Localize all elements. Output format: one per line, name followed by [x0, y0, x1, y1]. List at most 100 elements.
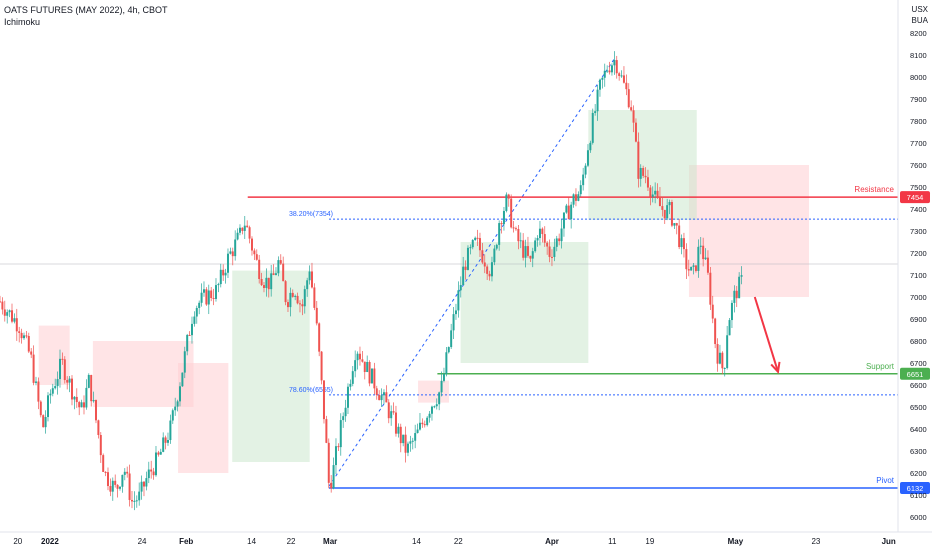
arrow-shaft — [753, 296, 779, 373]
candle-body — [562, 212, 565, 229]
candle-body — [536, 238, 539, 241]
candle-body — [164, 437, 167, 443]
candle-body — [282, 263, 285, 282]
candle-body — [222, 269, 225, 276]
candle-body — [702, 245, 705, 260]
candle-body — [622, 75, 625, 83]
candle-body — [121, 474, 124, 487]
candle-body — [140, 481, 143, 492]
candle-body — [594, 111, 597, 113]
candle-body — [104, 471, 107, 473]
candle-body — [274, 273, 277, 275]
candle-body — [670, 202, 673, 226]
candle-body — [10, 310, 13, 322]
candle-body — [454, 310, 457, 315]
candle-body — [414, 433, 417, 441]
candle-body — [651, 194, 654, 197]
candle-body — [661, 206, 664, 210]
candle-body — [111, 480, 114, 492]
candle-body — [181, 372, 184, 387]
candle-body — [402, 434, 405, 444]
x-tick-label: 2022 — [41, 537, 59, 546]
candle-body — [570, 204, 573, 220]
indicator-label[interactable]: Ichimoku — [4, 17, 41, 27]
candle-body — [486, 266, 489, 274]
candle-body — [85, 387, 88, 408]
candle-body — [20, 332, 23, 339]
y-tick-label: 8200 — [910, 29, 927, 38]
candle-body — [572, 194, 575, 205]
candle-body — [714, 318, 717, 345]
candle-body — [42, 415, 45, 428]
candle-body — [586, 150, 589, 166]
candle-body — [138, 491, 141, 501]
candle-body — [260, 279, 263, 286]
candle-body — [498, 223, 501, 245]
candle-body — [682, 238, 685, 250]
candle-body — [332, 465, 335, 489]
candle-body — [423, 424, 426, 426]
candle-body — [478, 238, 481, 251]
candle-body — [726, 335, 729, 368]
candle-body — [646, 177, 649, 188]
candle-body — [387, 402, 390, 419]
y-tick-label: 8100 — [910, 51, 927, 60]
candle-body — [495, 244, 498, 249]
y-tick-label: 6400 — [910, 425, 927, 434]
y-tick-label: 7800 — [910, 117, 927, 126]
candle-body — [90, 374, 93, 402]
candle-body — [620, 75, 623, 77]
candle-body — [706, 257, 709, 273]
x-tick-label: Apr — [545, 537, 559, 546]
candle-body — [279, 260, 282, 264]
candle-body — [267, 277, 270, 290]
candle-body — [654, 190, 657, 195]
candle-body — [198, 302, 201, 308]
candle-body — [685, 249, 688, 270]
candle-body — [591, 112, 594, 143]
candle-body — [174, 406, 177, 411]
candle-body — [255, 254, 258, 260]
candle-body — [342, 416, 345, 421]
candle-body — [601, 77, 604, 80]
fib-label-1: 78.60%(6555) — [289, 387, 333, 394]
candle-body — [447, 347, 450, 353]
candle-body — [678, 225, 681, 248]
candle-body — [459, 285, 462, 291]
candle-body — [130, 499, 133, 502]
candle-body — [154, 452, 157, 476]
x-tick-label: Mar — [323, 537, 337, 546]
candle-body — [54, 386, 57, 389]
candle-body — [452, 314, 455, 331]
candle-body — [397, 426, 400, 434]
candle-body — [49, 393, 52, 396]
candle-body — [301, 304, 304, 307]
candle-body — [70, 378, 73, 400]
candle-body — [517, 229, 520, 242]
candle-body — [39, 401, 42, 416]
candle-body — [82, 402, 85, 408]
candle-body — [411, 440, 414, 442]
candle-body — [548, 246, 551, 257]
candle-body — [721, 352, 724, 369]
fib-retracement: 38.20%(7354) 78.60%(6555) — [289, 56, 898, 487]
candle-body — [236, 232, 239, 240]
x-tick-label: 14 — [412, 537, 421, 546]
candle-body — [1, 301, 4, 310]
candle-body — [596, 89, 599, 112]
candle-body — [534, 240, 537, 252]
candle-body — [526, 246, 529, 256]
candle-body — [644, 175, 647, 178]
candle-body — [582, 174, 585, 186]
candle-body — [704, 257, 707, 260]
candle-body — [445, 352, 448, 374]
candle-body — [358, 353, 361, 360]
candle-body — [193, 316, 196, 324]
candle-body — [66, 380, 69, 383]
candle-body — [327, 442, 330, 483]
candle-body — [723, 367, 726, 369]
candle-body — [224, 272, 227, 276]
candle-body — [0, 301, 1, 303]
